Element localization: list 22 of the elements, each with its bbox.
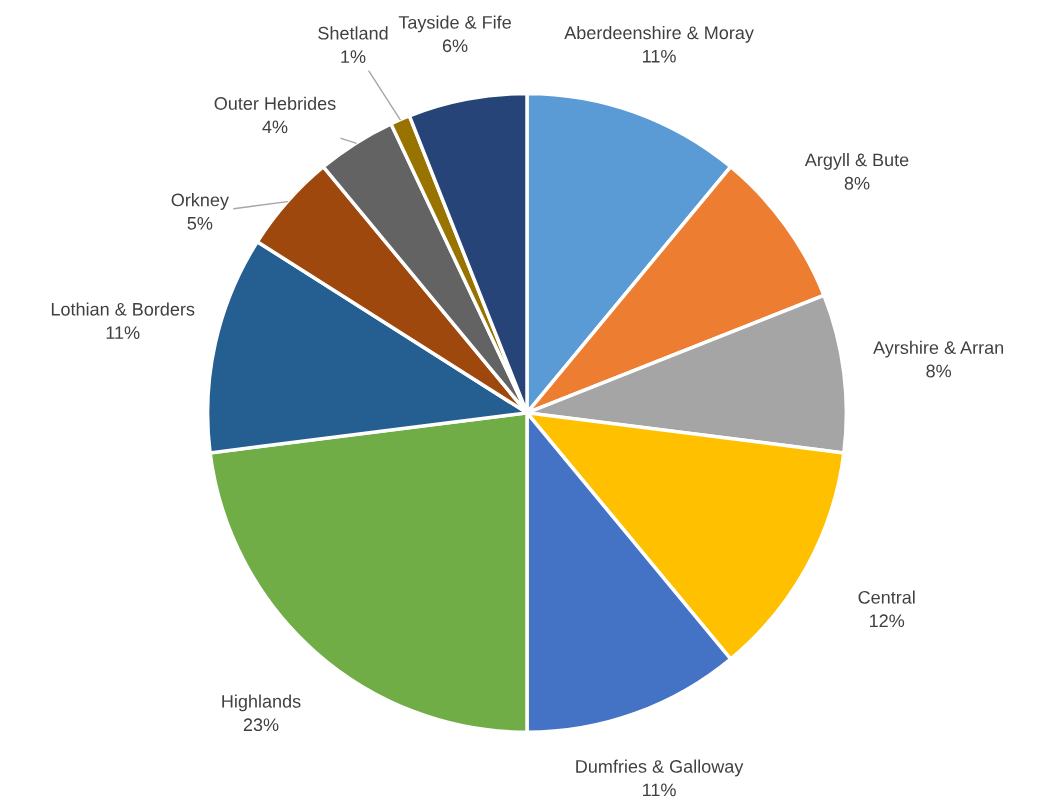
slice-label: Shetland xyxy=(318,26,388,40)
slice-label: Aberdeenshire & Moray xyxy=(564,25,754,43)
slice-label: Central xyxy=(858,590,915,604)
slice-label: Tayside & Fife xyxy=(398,15,511,33)
data-label: 5% xyxy=(187,217,213,230)
data-label: 23% xyxy=(243,718,279,732)
slice-label: Argyll & Bute xyxy=(804,153,909,170)
data-label: 11% xyxy=(106,326,140,339)
slice-label: Lothian & Borders xyxy=(51,302,195,316)
slice-label: Orkney xyxy=(171,193,229,210)
slice-label: Highlands xyxy=(222,694,301,712)
data-label: 6% xyxy=(442,39,468,53)
data-label: 12% xyxy=(870,614,905,628)
data-label: 1% xyxy=(341,50,366,63)
data-label: 8% xyxy=(926,364,952,378)
data-label: 8% xyxy=(844,176,870,190)
data-label: 11% xyxy=(643,49,676,63)
data-label: 4% xyxy=(262,120,288,134)
slice-label: Outer Hebrides xyxy=(214,96,336,110)
data-label: 11% xyxy=(643,783,676,797)
slice-label: Ayrshire & Arran xyxy=(873,340,1004,358)
slice-label: Dumfries & Galloway xyxy=(576,759,744,777)
